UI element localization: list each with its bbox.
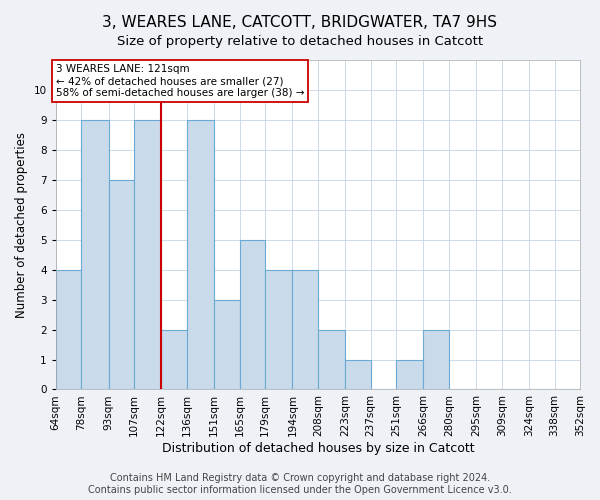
Bar (345, 360, 371, 390)
Bar (134, 120, 161, 390)
Text: Contains HM Land Registry data © Crown copyright and database right 2024.
Contai: Contains HM Land Registry data © Crown c… (88, 474, 512, 495)
Text: Size of property relative to detached houses in Catcott: Size of property relative to detached ho… (117, 35, 483, 48)
Bar (265, 270, 292, 390)
Bar (292, 270, 318, 390)
Y-axis label: Number of detached properties: Number of detached properties (15, 132, 28, 318)
Bar (424, 330, 449, 390)
Bar (187, 120, 214, 390)
Bar (239, 240, 265, 390)
Bar (81, 120, 109, 390)
Text: 3, WEARES LANE, CATCOTT, BRIDGWATER, TA7 9HS: 3, WEARES LANE, CATCOTT, BRIDGWATER, TA7… (103, 15, 497, 30)
Bar (214, 300, 239, 390)
Bar (396, 360, 424, 390)
Bar (161, 330, 187, 390)
X-axis label: Distribution of detached houses by size in Catcott: Distribution of detached houses by size … (161, 442, 474, 455)
Text: 3 WEARES LANE: 121sqm
← 42% of detached houses are smaller (27)
58% of semi-deta: 3 WEARES LANE: 121sqm ← 42% of detached … (56, 64, 304, 98)
Bar (318, 330, 345, 390)
Bar (56, 270, 81, 390)
Bar (109, 180, 134, 390)
